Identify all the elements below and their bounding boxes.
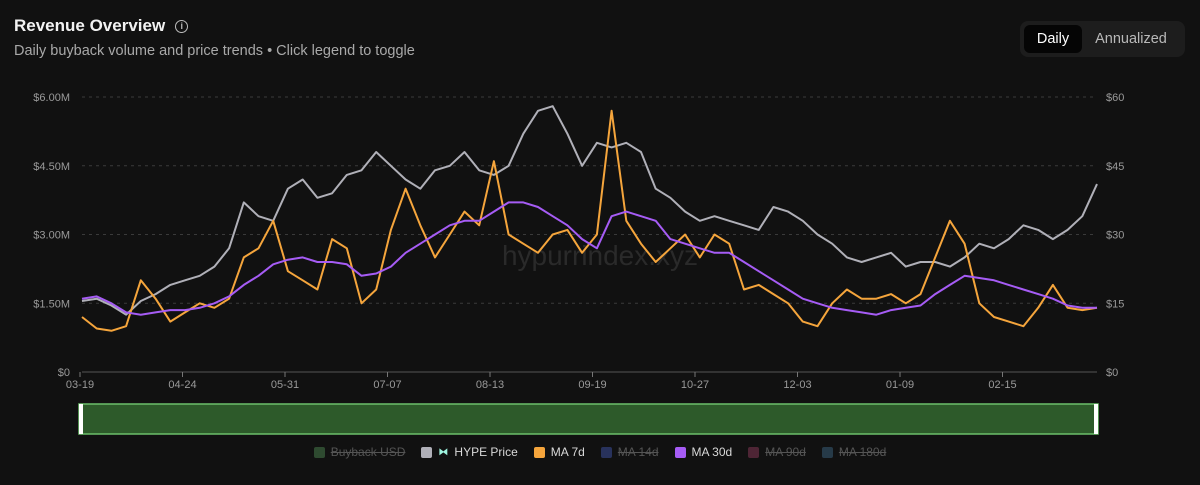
annualized-toggle-button[interactable]: Annualized xyxy=(1095,31,1167,47)
view-toggle: Daily Annualized xyxy=(1020,21,1185,57)
legend-label: MA 14d xyxy=(617,445,659,459)
legend-label: MA 180d xyxy=(838,445,887,459)
y-left-tick-label: $6.00M xyxy=(33,92,70,104)
chart-legend: Buyback USD ⧓ HYPE Price MA 7d MA 14d MA 30d M… xyxy=(0,445,1200,459)
x-tick-label: 07-07 xyxy=(373,379,401,391)
x-tick-label: 02-15 xyxy=(988,379,1016,391)
x-tick-label: 08-13 xyxy=(476,379,504,391)
legend-label: HYPE Price xyxy=(454,445,518,459)
y-right-tick-label: $30 xyxy=(1106,230,1124,242)
legend-swatch xyxy=(600,446,612,458)
series-line-ma-7d xyxy=(81,109,1098,332)
x-tick-label: 05-31 xyxy=(271,379,299,391)
y-left-tick-label: $3.00M xyxy=(33,230,70,242)
legend-swatch xyxy=(821,446,833,458)
legend-item-ma-180d[interactable]: MA 180d xyxy=(821,445,887,459)
x-tick-label: 09-19 xyxy=(578,379,606,391)
series-line-ma-30d xyxy=(81,201,1097,316)
legend-swatch xyxy=(313,446,325,458)
legend-item-ma-7d[interactable]: MA 7d xyxy=(533,445,585,459)
legend-item-ma-14d[interactable]: MA 14d xyxy=(600,445,659,459)
legend-label: MA 90d xyxy=(765,445,806,459)
y-left-tick-label: $0 xyxy=(58,367,70,379)
legend-label: MA 7d xyxy=(550,445,585,459)
x-tick-label: 12-03 xyxy=(783,379,811,391)
brush-handle-right[interactable] xyxy=(1094,404,1098,434)
x-tick-label: 03-19 xyxy=(66,379,94,391)
legend-item-buyback-usd[interactable]: Buyback USD xyxy=(313,445,406,459)
x-tick-label: 01-09 xyxy=(886,379,914,391)
daily-toggle-button[interactable]: Daily xyxy=(1024,25,1082,53)
page-subtitle: Daily buyback volume and price trends • … xyxy=(14,43,415,59)
legend-swatch xyxy=(533,446,545,458)
page-title: Revenue Overview xyxy=(14,16,166,35)
legend-swatch xyxy=(421,446,433,458)
y-left-tick-label: $1.50M xyxy=(33,298,70,310)
legend-item-ma-90d[interactable]: MA 90d xyxy=(748,445,806,459)
watermark: hypurrindex.xyz xyxy=(502,240,698,271)
x-tick-label: 04-24 xyxy=(168,379,196,391)
legend-item-hype-price[interactable]: ⧓ HYPE Price xyxy=(421,445,518,459)
info-icon[interactable]: i xyxy=(175,19,189,33)
legend-label: MA 30d xyxy=(691,445,733,459)
legend-item-ma-30d[interactable]: MA 30d xyxy=(674,445,733,459)
title-row: Revenue Overview i xyxy=(14,16,189,36)
y-right-tick-label: $60 xyxy=(1106,92,1124,104)
hype-logo-icon: ⧓ xyxy=(438,446,449,458)
y-right-tick-label: $0 xyxy=(1106,367,1118,379)
legend-swatch xyxy=(748,446,760,458)
y-left-tick-label: $4.50M xyxy=(33,161,70,173)
range-brush xyxy=(78,403,1099,435)
legend-label: Buyback USD xyxy=(330,445,406,459)
legend-swatch xyxy=(674,446,686,458)
y-right-tick-label: $45 xyxy=(1106,161,1124,173)
revenue-chart: $0 $0 $1.50M $15 $3.00M $30 $4.50M $45 $6.00M $60… xyxy=(33,92,1124,435)
brush-handle-left[interactable] xyxy=(79,404,83,434)
x-tick-label: 10-27 xyxy=(681,379,709,391)
series-line-hype-price xyxy=(81,105,1098,316)
y-right-tick-label: $15 xyxy=(1106,298,1124,310)
